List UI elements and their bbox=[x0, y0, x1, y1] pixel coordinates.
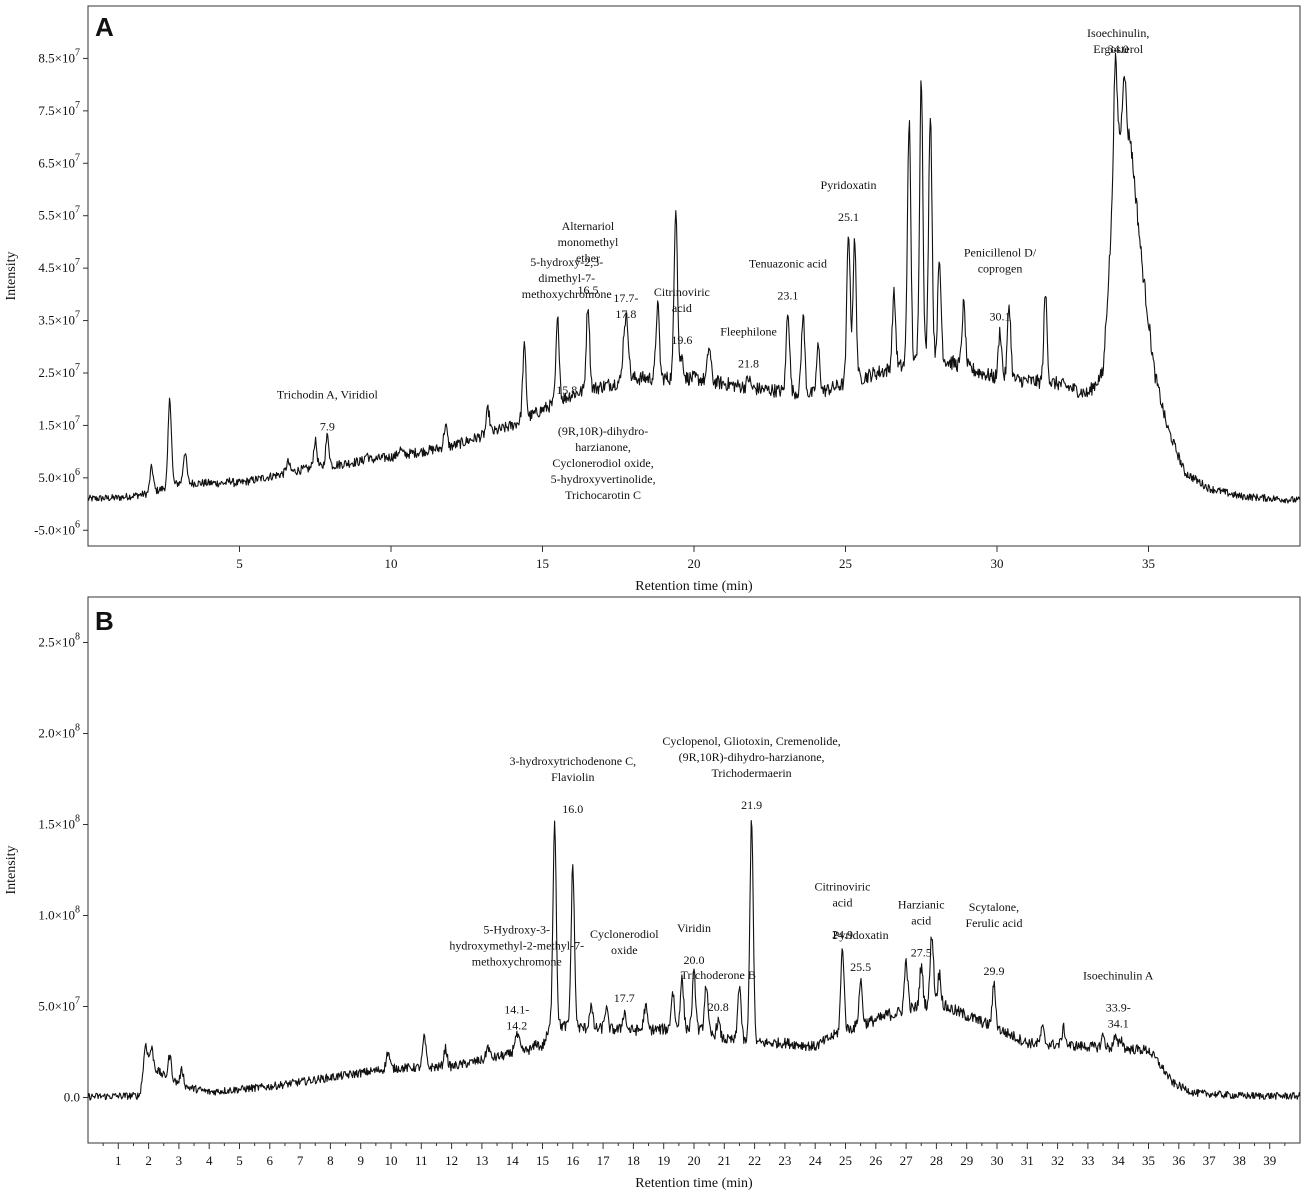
y-tick-label: 1.5×107 bbox=[38, 414, 80, 432]
x-tick-label: 8 bbox=[327, 1153, 334, 1168]
x-tick-label: 27 bbox=[900, 1153, 914, 1168]
x-tick-label: 10 bbox=[385, 556, 398, 571]
y-tick-label: 3.5×107 bbox=[38, 310, 80, 328]
x-tick-label: 20 bbox=[688, 556, 701, 571]
x-tick-label: 30 bbox=[991, 556, 1004, 571]
y-tick-label: 1.5×108 bbox=[38, 814, 80, 832]
y-tick-label: 5.0×107 bbox=[38, 996, 80, 1014]
y-tick-label: 6.5×107 bbox=[38, 152, 80, 170]
y-axis-title: Intensity bbox=[4, 846, 19, 895]
x-tick-label: 29 bbox=[960, 1153, 973, 1168]
x-tick-label: 14 bbox=[506, 1153, 520, 1168]
x-tick-label: 2 bbox=[145, 1153, 152, 1168]
x-tick-label: 34 bbox=[1112, 1153, 1126, 1168]
x-tick-label: 1 bbox=[115, 1153, 122, 1168]
y-tick-label: 2.5×107 bbox=[38, 362, 80, 380]
x-tick-label: 20 bbox=[688, 1153, 701, 1168]
x-tick-label: 10 bbox=[385, 1153, 398, 1168]
panel-letter: A bbox=[95, 12, 114, 42]
plot-frame bbox=[88, 597, 1300, 1143]
peak-annotation: 34.0 bbox=[1108, 42, 1129, 56]
x-tick-label: 38 bbox=[1233, 1153, 1246, 1168]
y-tick-label: 5.5×107 bbox=[38, 205, 80, 223]
peak-annotation: Cyclopenol, Gliotoxin, Cremenolide,(9R,1… bbox=[662, 734, 840, 812]
x-tick-label: 32 bbox=[1051, 1153, 1064, 1168]
x-tick-label: 33 bbox=[1081, 1153, 1094, 1168]
x-tick-label: 7 bbox=[297, 1153, 304, 1168]
x-tick-label: 37 bbox=[1203, 1153, 1217, 1168]
x-tick-label: 31 bbox=[1021, 1153, 1034, 1168]
x-tick-label: 19 bbox=[657, 1153, 670, 1168]
x-tick-label: 23 bbox=[778, 1153, 791, 1168]
peak-annotation: 5-hydroxy-2,3-dimethyl-7-methoxychromone… bbox=[522, 255, 612, 397]
plot-frame bbox=[88, 6, 1300, 546]
y-tick-label: 7.5×107 bbox=[38, 100, 80, 118]
x-tick-label: 16 bbox=[566, 1153, 580, 1168]
peak-annotation: 17.7-17.8 bbox=[613, 291, 638, 321]
x-tick-label: 35 bbox=[1142, 1153, 1155, 1168]
y-tick-label: -5.0×106 bbox=[34, 519, 80, 537]
x-tick-label: 18 bbox=[627, 1153, 640, 1168]
y-axis-title: Intensity bbox=[4, 252, 19, 301]
y-tick-label: 2.5×108 bbox=[38, 632, 80, 650]
y-tick-label: 2.0×108 bbox=[38, 723, 80, 741]
x-tick-label: 13 bbox=[475, 1153, 488, 1168]
peak-annotation: 5-Hydroxy-3-hydroxymethyl-2-methyl-7-met… bbox=[449, 922, 584, 1032]
y-tick-label: 8.5×107 bbox=[38, 47, 80, 65]
x-tick-label: 5 bbox=[236, 1153, 243, 1168]
x-tick-label: 26 bbox=[869, 1153, 883, 1168]
peak-annotation: (9R,10R)-dihydro-harzianone,Cyclonerodio… bbox=[551, 424, 656, 502]
x-tick-label: 11 bbox=[415, 1153, 428, 1168]
x-tick-label: 15 bbox=[536, 556, 549, 571]
chromatogram-trace bbox=[88, 53, 1300, 503]
x-axis-title: Retention time (min) bbox=[635, 1176, 753, 1191]
x-tick-label: 39 bbox=[1263, 1153, 1276, 1168]
chart-panel-a: A -5.0×106 5.0×106 1.5×107 2.5×107 3.5×107 4.5… bbox=[4, 6, 1300, 594]
x-tick-label: 35 bbox=[1142, 556, 1155, 571]
x-axis-title: Retention time (min) bbox=[635, 579, 753, 594]
x-tick-label: 36 bbox=[1172, 1153, 1186, 1168]
x-tick-label: 6 bbox=[267, 1153, 274, 1168]
panel-letter: B bbox=[95, 606, 114, 636]
x-tick-label: 28 bbox=[930, 1153, 943, 1168]
x-tick-label: 22 bbox=[748, 1153, 761, 1168]
x-tick-label: 15 bbox=[536, 1153, 549, 1168]
y-tick-label: 0.0 bbox=[64, 1090, 80, 1105]
x-tick-label: 24 bbox=[809, 1153, 823, 1168]
x-tick-label: 25 bbox=[839, 556, 852, 571]
y-tick-label: 1.0×108 bbox=[38, 905, 80, 923]
x-tick-label: 5 bbox=[236, 556, 243, 571]
x-tick-label: 12 bbox=[445, 1153, 458, 1168]
x-tick-label: 4 bbox=[206, 1153, 213, 1168]
x-tick-label: 21 bbox=[718, 1153, 731, 1168]
x-tick-label: 17 bbox=[597, 1153, 611, 1168]
x-tick-label: 25 bbox=[839, 1153, 852, 1168]
x-tick-label: 30 bbox=[991, 1153, 1004, 1168]
x-tick-label: 3 bbox=[176, 1153, 183, 1168]
x-tick-label: 9 bbox=[357, 1153, 364, 1168]
y-tick-label: 5.0×106 bbox=[38, 467, 80, 485]
y-tick-label: 4.5×107 bbox=[38, 257, 80, 275]
chart-panel-b: B 0.0 5.0×107 1.0×108 1.5×108 2.0×108 2.5×108 1… bbox=[4, 597, 1300, 1191]
